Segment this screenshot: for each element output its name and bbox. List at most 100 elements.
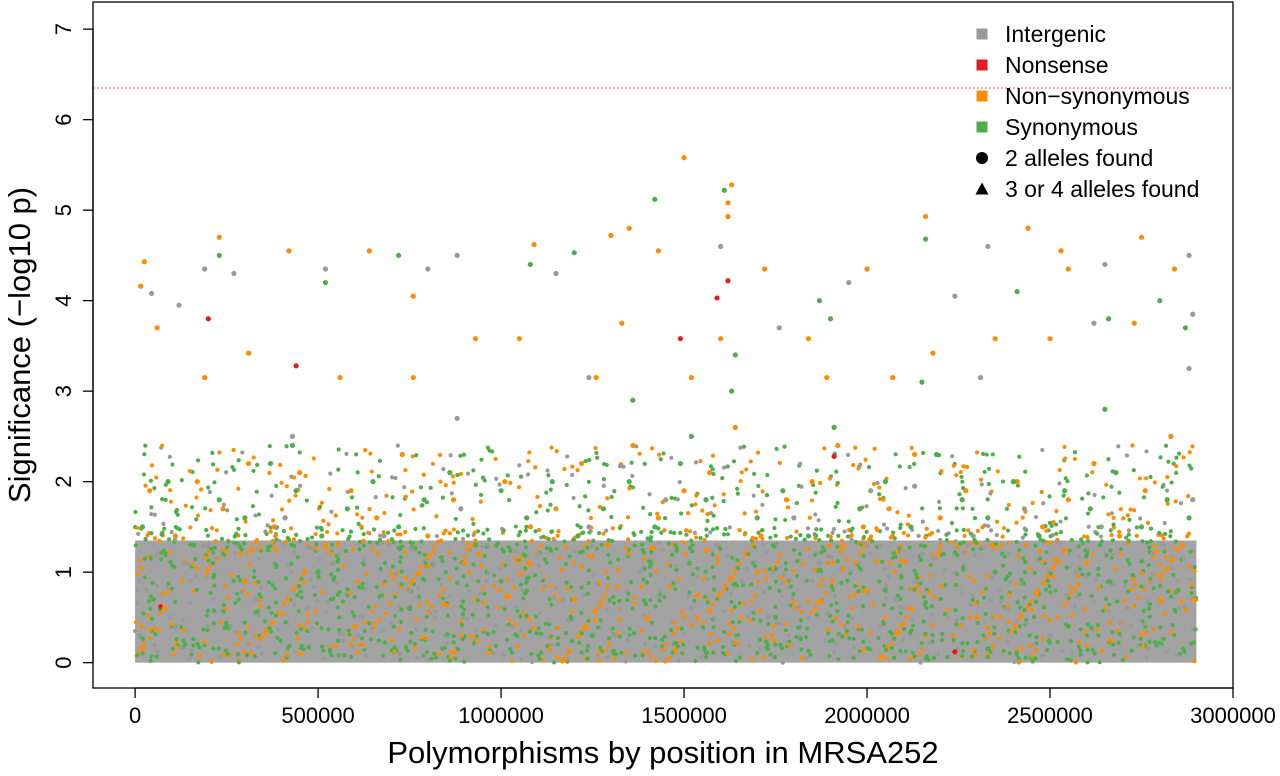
- density-point: [595, 546, 600, 551]
- intergenic-point: [535, 551, 541, 557]
- density-point: [1145, 520, 1151, 525]
- density-point: [1181, 455, 1186, 460]
- density-point: [664, 642, 669, 647]
- density-point: [975, 639, 980, 645]
- density-point: [136, 531, 141, 537]
- density-point: [1161, 636, 1166, 641]
- density-point: [544, 560, 549, 565]
- density-point: [992, 614, 997, 620]
- density-point: [867, 537, 872, 542]
- density-point: [268, 629, 274, 634]
- synonymous-point: [630, 397, 636, 403]
- density-point: [241, 541, 247, 546]
- density-point: [235, 641, 240, 647]
- density-point: [288, 526, 294, 531]
- density-point: [734, 583, 740, 588]
- density-point: [1140, 571, 1145, 576]
- density-point: [892, 655, 897, 660]
- density-point: [522, 591, 528, 596]
- density-point: [858, 462, 863, 467]
- density-point: [674, 567, 679, 572]
- density-point: [716, 594, 721, 599]
- density-point: [723, 526, 728, 532]
- density-point: [154, 654, 159, 659]
- intergenic-point: [432, 614, 438, 621]
- density-point: [1097, 543, 1103, 548]
- density-point: [851, 462, 856, 468]
- density-point: [211, 621, 216, 626]
- density-point: [814, 527, 819, 532]
- density-point: [222, 583, 227, 588]
- density-point: [1028, 599, 1033, 604]
- density-point: [671, 581, 676, 586]
- density-point: [747, 643, 752, 648]
- density-point: [205, 533, 210, 538]
- density-point: [256, 644, 261, 649]
- density-point: [397, 651, 402, 656]
- density-point: [711, 587, 717, 592]
- density-point: [544, 545, 549, 551]
- density-point: [372, 621, 377, 626]
- density-point: [481, 531, 486, 536]
- density-point: [794, 634, 799, 639]
- density-point: [159, 497, 165, 502]
- density-point: [1162, 531, 1168, 537]
- density-point: [466, 570, 471, 575]
- density-point: [631, 631, 637, 636]
- density-point: [748, 459, 753, 464]
- density-point: [794, 501, 799, 506]
- density-point: [1072, 450, 1078, 455]
- intergenic-point: [1175, 578, 1181, 584]
- density-point: [1041, 538, 1046, 543]
- density-point: [597, 581, 602, 586]
- synonymous-point: [589, 632, 596, 639]
- density-point: [274, 483, 279, 489]
- density-point: [1067, 548, 1072, 553]
- density-point: [701, 576, 706, 581]
- density-point: [1001, 649, 1006, 654]
- density-point: [253, 513, 258, 518]
- density-point: [328, 572, 334, 577]
- density-point: [465, 541, 470, 546]
- density-point: [765, 642, 771, 648]
- density-point: [346, 628, 351, 633]
- density-point: [894, 631, 899, 636]
- density-point: [155, 649, 160, 655]
- synonymous-point: [816, 298, 823, 304]
- density-point: [314, 525, 320, 530]
- density-point: [333, 643, 338, 649]
- density-point: [954, 528, 959, 533]
- density-point: [505, 473, 510, 478]
- density-point: [549, 642, 554, 647]
- density-point: [677, 480, 682, 485]
- density-point: [306, 620, 311, 625]
- density-point: [513, 621, 518, 627]
- density-point: [744, 467, 749, 472]
- density-point: [243, 533, 248, 538]
- density-point: [679, 609, 685, 614]
- density-point: [448, 576, 453, 582]
- density-point: [137, 579, 142, 584]
- density-point: [571, 537, 576, 542]
- density-point: [684, 532, 689, 537]
- density-point: [387, 601, 392, 606]
- density-point: [1030, 659, 1035, 664]
- density-point: [1054, 531, 1059, 536]
- density-point: [1182, 649, 1187, 655]
- density-point: [524, 613, 529, 619]
- density-point: [694, 535, 699, 540]
- synonymous-point: [571, 250, 577, 256]
- density-point: [265, 545, 270, 550]
- density-point: [657, 598, 663, 603]
- density-point: [1193, 627, 1198, 632]
- density-point: [344, 451, 349, 456]
- density-point: [712, 574, 717, 580]
- non-synonymous-point: [1168, 433, 1174, 440]
- density-point: [1140, 539, 1145, 544]
- density-point: [308, 577, 313, 582]
- density-point: [398, 619, 404, 625]
- density-point: [711, 625, 716, 630]
- density-point: [152, 486, 157, 491]
- density-point: [485, 527, 490, 532]
